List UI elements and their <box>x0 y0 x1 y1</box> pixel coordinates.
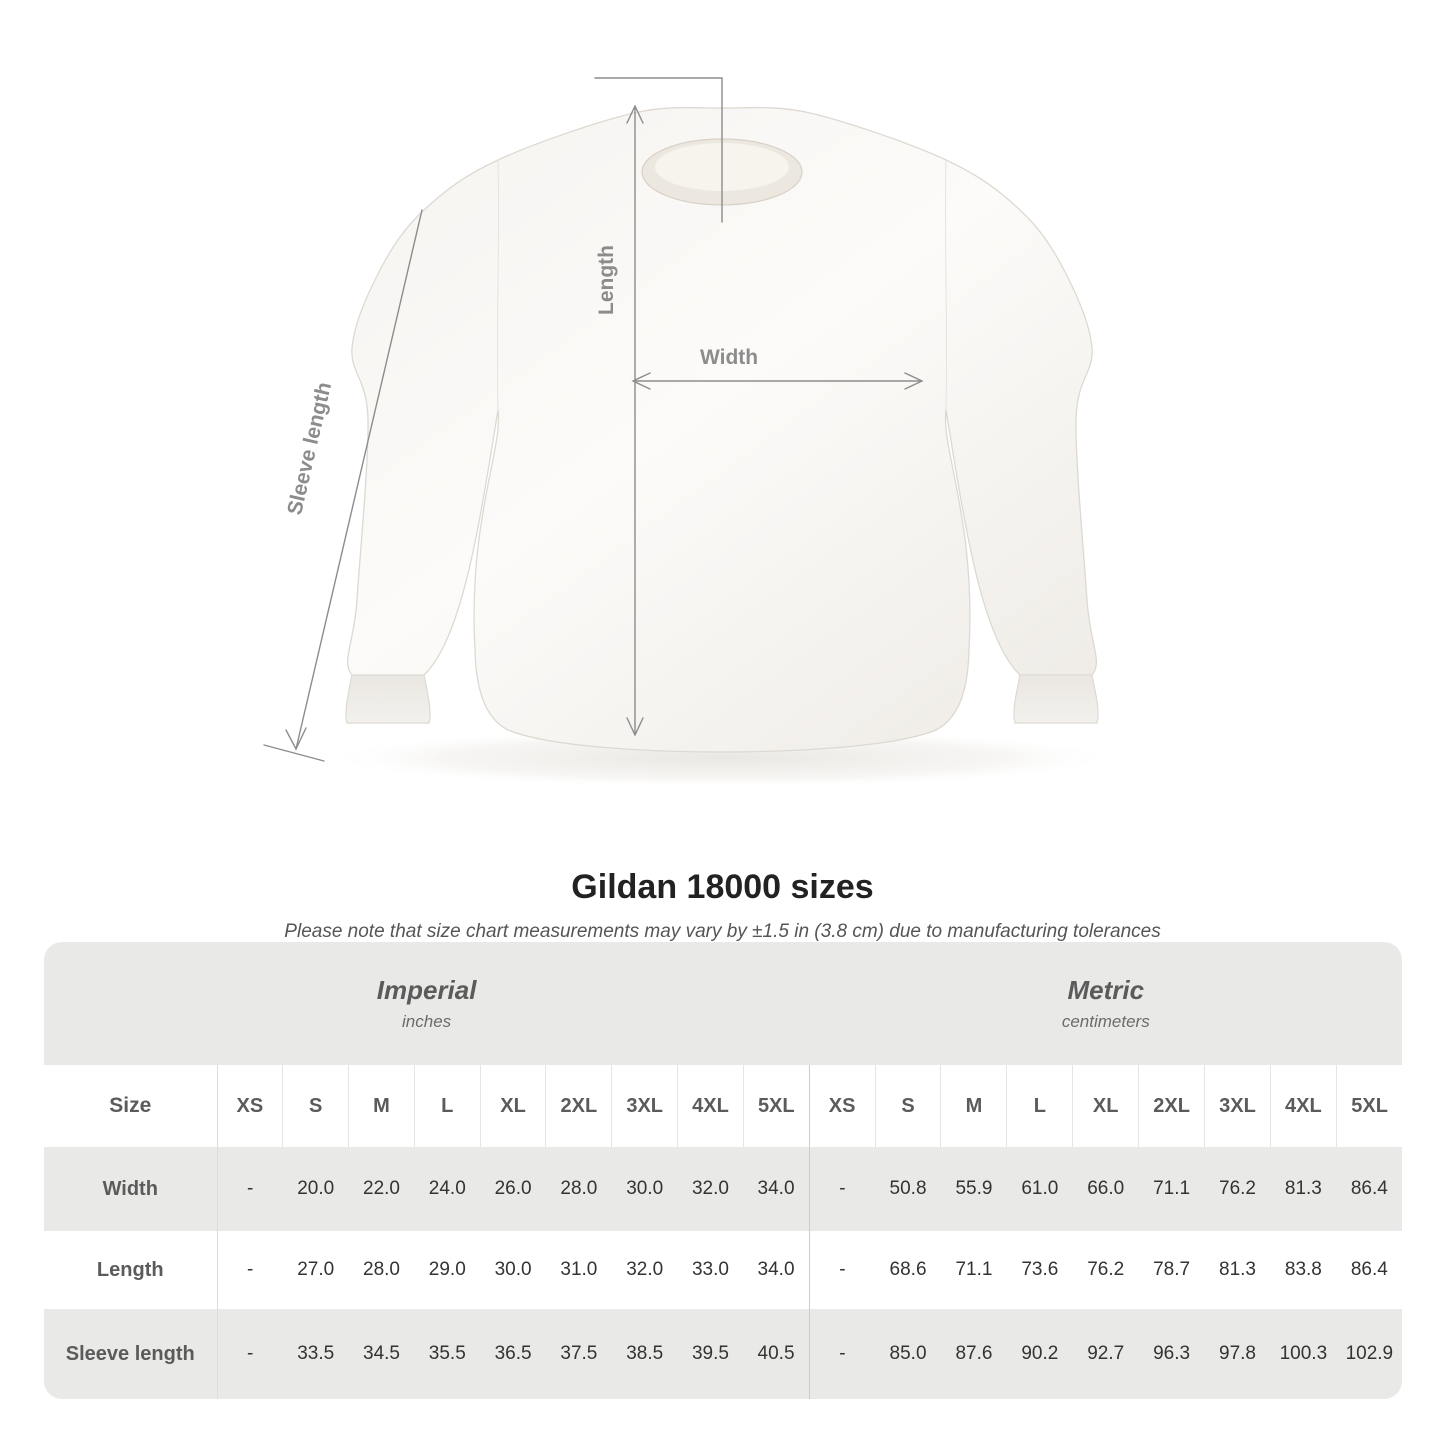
svg-text:Sleeve length: Sleeve length <box>283 380 336 517</box>
svg-text:Width: Width <box>700 346 758 369</box>
svg-text:Length: Length <box>595 245 618 315</box>
